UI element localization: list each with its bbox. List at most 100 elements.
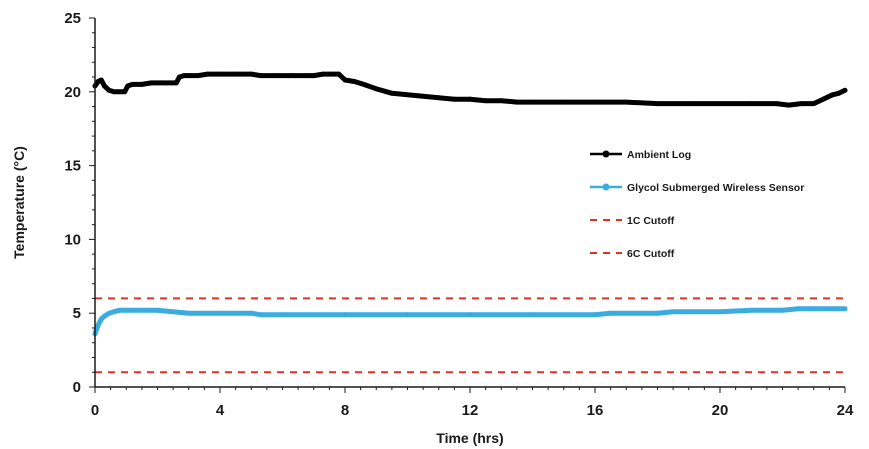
data-point [139,307,145,313]
data-point [842,87,848,93]
data-point [258,312,264,318]
data-point [320,71,326,77]
y-tick-label: 20 [64,84,81,101]
data-point [95,322,101,328]
data-point [623,99,629,105]
data-point [514,99,520,105]
data-point [798,101,804,107]
data-point [351,79,357,84]
data-point [106,87,112,93]
axes: 0 5 10 15 20 25 0 4 8 12 16 20 24 [64,10,854,419]
data-point [773,101,779,107]
data-point [117,89,123,95]
legend-label: Glycol Submerged Wireless Sensor [627,182,804,194]
data-point [498,98,504,104]
data-point [289,73,295,78]
y-tick-label: 5 [73,305,81,322]
data-point [258,73,264,78]
data-point [106,310,112,316]
data-point [176,74,182,80]
data-point [123,307,129,313]
data-point [405,92,410,98]
data-point [148,80,154,86]
data-point [305,73,310,78]
data-point [670,309,676,315]
data-point [655,310,660,316]
data-point [820,96,826,102]
data-point [530,99,535,105]
data-point [811,306,817,312]
data-point [748,101,754,107]
data-point [780,307,785,313]
data-point [336,71,342,77]
y-ticks: 0 5 10 15 20 25 [64,10,95,396]
legend-label: 6C Cutoff [627,248,675,260]
y-tick-label: 0 [73,379,81,396]
data-point [483,98,489,104]
x-tick-label: 8 [341,402,349,419]
data-point [155,80,160,86]
data-point [186,310,192,316]
data-point [101,83,107,89]
data-point [686,101,692,107]
data-point [342,77,348,83]
x-tick-label: 24 [837,402,854,419]
data-point [717,309,723,315]
data-point [248,310,254,316]
x-ticks: 0 4 8 12 16 20 24 [91,387,854,419]
legend-item-glycol-submerged-wireless-sensor: Glycol Submerged Wireless Sensor [590,182,804,194]
legend-label: 1C Cutoff [627,215,675,227]
x-tick-label: 0 [91,402,99,419]
data-point [311,73,317,78]
data-point [717,101,723,107]
data-point [111,89,117,95]
data-point [592,99,598,105]
y-tick-label: 25 [64,10,81,27]
y-tick-label: 15 [64,158,81,175]
legend-marker [602,150,610,158]
legend-item-1c-cutoff: 1C Cutoff [590,215,675,227]
data-point [248,71,254,77]
data-point [830,92,835,98]
data-point [233,71,239,77]
data-point [561,99,567,105]
data-point [842,306,848,312]
data-point [170,309,176,315]
data-point [139,82,145,87]
data-point [655,101,660,107]
data-point [361,82,367,87]
x-tick-label: 12 [462,402,479,419]
data-point [217,71,223,77]
data-point [111,309,117,315]
data-point [451,96,457,102]
data-point [405,312,410,318]
data-point [748,307,754,313]
data-point [330,71,335,77]
data-point [195,73,201,78]
data-point [164,80,170,86]
data-point [467,96,473,102]
data-point [155,307,160,313]
legend-marker [602,183,610,191]
data-point [186,73,192,78]
data-point [98,316,104,322]
data-point [786,102,792,108]
data-point [592,312,598,318]
data-point [130,82,135,87]
legend-label: Ambient Log [627,149,691,161]
data-point [389,90,395,96]
legend-item-6c-cutoff: 6C Cutoff [590,248,675,260]
data-point [205,71,210,77]
y-axis-title: Temperature (°C) [11,146,27,259]
data-point [101,313,107,319]
x-tick-label: 16 [587,402,604,419]
data-point [280,312,285,318]
y-tick-label: 10 [64,231,81,248]
data-point [122,89,128,95]
data-point [467,312,473,318]
data-point [420,93,426,99]
data-point [342,312,348,318]
x-tick-label: 20 [712,402,729,419]
x-tick-label: 4 [216,402,225,419]
